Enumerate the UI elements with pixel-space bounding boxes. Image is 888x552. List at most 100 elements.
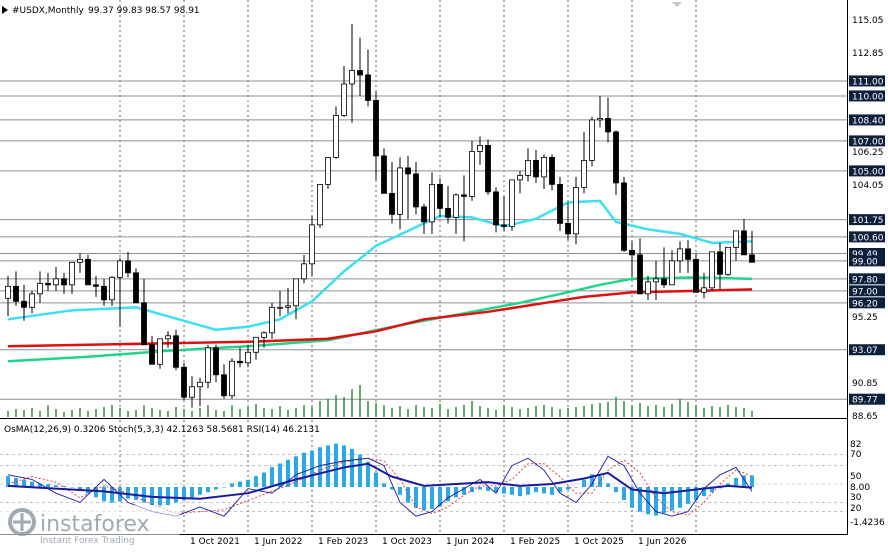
level-badge: 97.80 <box>849 273 885 285</box>
osma-bar <box>262 472 266 487</box>
osma-bar <box>166 487 170 506</box>
candle-body <box>733 230 739 248</box>
level-badge: 89.77 <box>849 393 885 406</box>
candle-body <box>405 167 411 175</box>
osma-bar <box>406 487 410 503</box>
candle-body <box>229 360 235 397</box>
candle-body <box>325 157 331 185</box>
osma-bar <box>574 487 578 488</box>
osc-tick: 50 <box>850 472 862 482</box>
candle-body <box>541 157 547 178</box>
level-label: 100.60 <box>852 233 884 243</box>
osma-bar <box>270 467 274 487</box>
osma-bar <box>446 487 450 502</box>
price-tick: 104.05 <box>852 181 884 191</box>
candle-body <box>133 272 139 304</box>
osma-bar <box>534 487 538 493</box>
osc-tick: 8.00 <box>850 483 870 493</box>
level-label: 105.00 <box>852 167 884 177</box>
osma-bar <box>662 487 666 513</box>
osma-bar <box>614 487 618 493</box>
candle-body <box>69 261 75 286</box>
candle-body <box>181 366 187 398</box>
level-badge: 93.07 <box>849 344 885 356</box>
osma-bar <box>630 487 634 508</box>
osma-bar <box>414 487 418 508</box>
candle-body <box>237 360 243 364</box>
candle-body <box>501 224 507 227</box>
candle-body <box>509 179 515 227</box>
candle-body <box>413 173 419 208</box>
level-badge: 107.00 <box>849 135 885 147</box>
osma-bar <box>334 443 338 487</box>
candle-body <box>717 251 723 275</box>
candle-body <box>109 276 115 301</box>
osma-bar <box>606 483 610 487</box>
candle-body <box>749 254 755 263</box>
osma-bar <box>190 487 194 498</box>
candle-body <box>389 192 395 215</box>
candle-body <box>357 70 363 76</box>
chart-symbol: #USDX,Monthly <box>12 6 85 16</box>
osma-bar <box>390 487 394 490</box>
price-axis: 115.05 112.85 106.25 104.05 95.25 90.85 … <box>852 16 884 422</box>
candle-body <box>205 347 211 383</box>
osma-bar <box>478 487 482 490</box>
candle-body <box>61 278 67 286</box>
candle-body <box>165 335 171 340</box>
candle-body <box>605 118 611 133</box>
osma-bar <box>302 452 306 487</box>
candle-body <box>661 278 667 286</box>
candle-body <box>173 335 179 368</box>
candle-body <box>53 278 59 286</box>
osma-bar <box>206 487 210 493</box>
candle-body <box>437 183 443 209</box>
price-tick: 90.85 <box>852 379 878 389</box>
price-tick: 88.65 <box>852 412 878 422</box>
candle-body <box>117 260 123 278</box>
osma-bar <box>462 487 466 495</box>
osma-bar <box>230 483 234 487</box>
candle-body <box>77 258 83 263</box>
time-label: 1 Oct 2025 <box>574 537 624 547</box>
osma-bar <box>278 463 282 487</box>
osma-bar <box>646 487 650 515</box>
level-badge: 105.00 <box>849 165 885 177</box>
osma-bar <box>62 485 66 487</box>
candle-body <box>453 194 459 218</box>
level-badge: 97.00 <box>849 285 885 297</box>
osma-bar <box>710 487 714 493</box>
osma-bar <box>734 477 738 487</box>
candle-body <box>333 115 339 158</box>
osc-tick: -1.4236 <box>850 518 885 528</box>
osma-bar <box>94 487 98 498</box>
candle-body <box>317 183 323 226</box>
osma-bar <box>582 479 586 487</box>
candle-body <box>37 282 43 295</box>
candle-body <box>629 249 635 256</box>
candle-body <box>341 83 347 116</box>
osma-bar <box>134 487 138 500</box>
level-badge: 100.60 <box>849 231 885 243</box>
candle-body <box>381 155 387 194</box>
chart-ohlc: 99.37 99.83 98.57 98.91 <box>88 6 200 16</box>
candle-body <box>677 248 683 262</box>
candle-body <box>45 282 51 286</box>
osma-bar <box>30 481 34 487</box>
level-label: 108.40 <box>852 116 884 126</box>
candle-body <box>493 191 499 226</box>
level-badge: 110.00 <box>849 90 885 102</box>
osma-bar <box>70 487 74 488</box>
candle-body <box>669 260 675 286</box>
time-label: 1 Oct 2023 <box>382 537 432 547</box>
collapse-triangle-icon[interactable] <box>2 6 8 14</box>
oscillator-axis: 82 70 50 8.00 30 20 -1.4236 <box>850 440 885 528</box>
osma-bar <box>294 456 298 487</box>
shift-marker-icon[interactable] <box>672 2 682 7</box>
candle-body <box>101 285 107 301</box>
horizontal-levels <box>0 80 848 400</box>
osma-bar <box>78 487 82 490</box>
level-label: 107.00 <box>852 137 884 147</box>
